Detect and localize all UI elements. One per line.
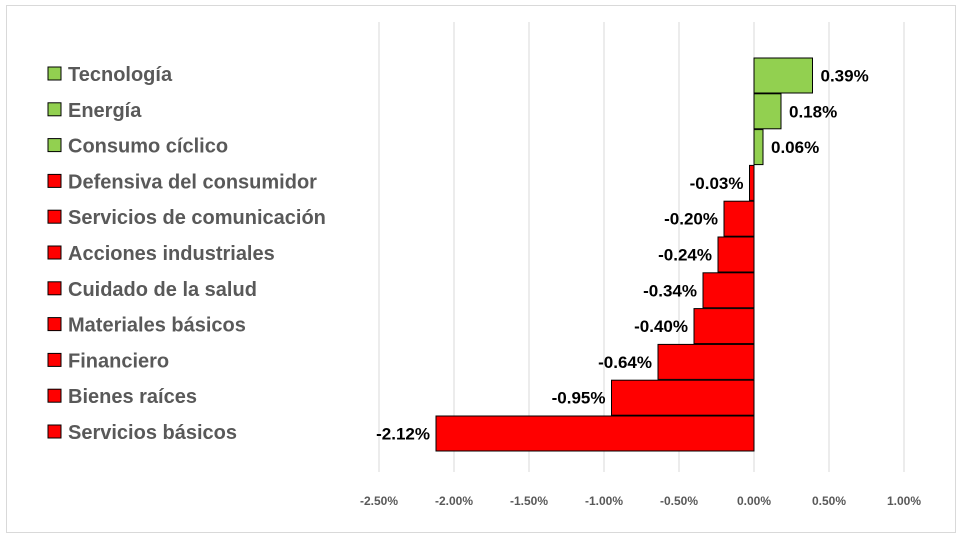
x-tick-label: 1.00% [887, 494, 921, 508]
legend-label: Bienes raíces [68, 386, 197, 408]
legend-swatch [47, 424, 62, 439]
legend-label: Cuidado de la salud [68, 279, 257, 301]
legend-label: Consumo cíclico [68, 136, 228, 158]
legend-label: Materiales básicos [68, 315, 246, 337]
x-tick-label: -0.50% [660, 494, 698, 508]
x-tick-label: -2.00% [435, 494, 473, 508]
bar [702, 272, 755, 309]
legend-swatch [47, 388, 62, 403]
x-tick-label: -1.00% [585, 494, 623, 508]
bar [753, 129, 764, 166]
legend-label: Energía [68, 100, 142, 122]
bar [693, 308, 755, 345]
legend-label: Servicios básicos [68, 422, 237, 444]
legend-swatch [47, 209, 62, 224]
bar [435, 415, 755, 452]
bar [753, 57, 813, 94]
legend-swatch [47, 66, 62, 81]
data-label: -0.95% [552, 389, 606, 408]
bar [611, 379, 755, 416]
x-tick-label: 0.00% [737, 494, 771, 508]
data-label: 0.18% [789, 102, 837, 121]
x-tick-label: 0.50% [812, 494, 846, 508]
legend-label: Acciones industriales [68, 243, 275, 265]
legend-swatch [47, 173, 62, 188]
bar [717, 236, 755, 273]
legend-swatch [47, 102, 62, 117]
legend-label: Servicios de comunicación [68, 207, 326, 229]
data-label: 0.39% [821, 67, 869, 86]
x-tick-label: -2.50% [360, 494, 398, 508]
legend-label: Tecnología [68, 64, 173, 86]
data-label: -0.24% [658, 246, 712, 265]
bar [749, 164, 755, 201]
bar [723, 200, 755, 237]
data-label: -0.34% [643, 281, 697, 300]
x-tick-label: -1.50% [510, 494, 548, 508]
data-label: -2.12% [376, 425, 430, 444]
bars [435, 57, 813, 452]
legend-swatch [47, 281, 62, 296]
legend-swatch [47, 317, 62, 332]
data-label: -0.03% [690, 174, 744, 193]
bar [753, 93, 782, 130]
legend-swatch [47, 138, 62, 153]
data-label: -0.64% [598, 353, 652, 372]
data-label: -0.20% [664, 210, 718, 229]
legend-swatch [47, 245, 62, 260]
legend-label: Defensiva del consumidor [68, 171, 317, 193]
data-labels: 0.39% 0.18% 0.06% -0.03% -0.20% -0.24% -0.34% -… [376, 67, 869, 444]
bar [657, 343, 755, 380]
x-axis-tick-labels: -2.50% -2.00% -1.50% -1.00% -0.50% 0.00% 0.50%… [360, 494, 921, 508]
legend-swatch [47, 352, 62, 367]
data-label: 0.06% [771, 138, 819, 157]
data-label: -0.40% [634, 317, 688, 336]
legend-label: Financiero [68, 350, 169, 372]
legend: Tecnología Energía Consumo cíclico Defensiv… [47, 64, 326, 444]
